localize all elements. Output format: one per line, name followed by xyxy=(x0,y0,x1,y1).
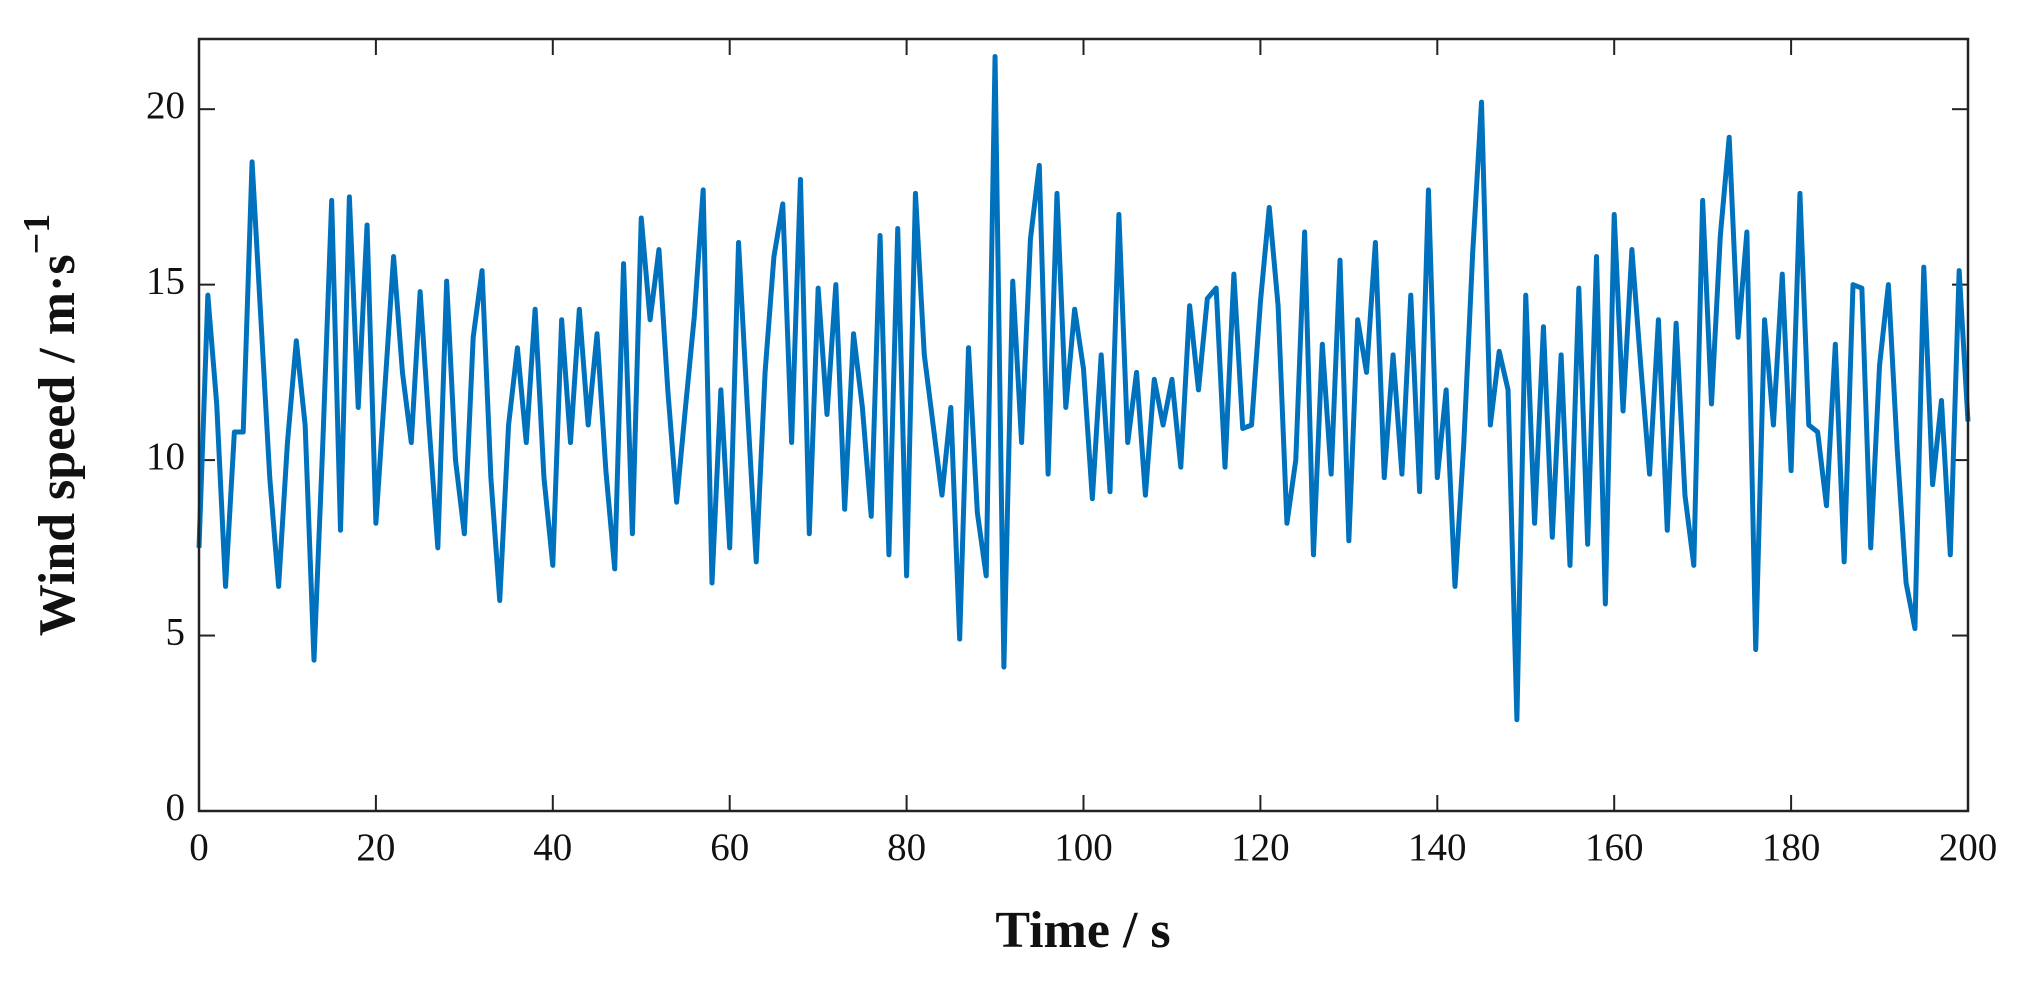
x-tick-label: 200 xyxy=(1939,826,1998,869)
y-tick-label: 5 xyxy=(166,610,186,653)
y-tick-label: 10 xyxy=(146,435,185,478)
y-axis-label-text: Wind speed / m·s xyxy=(29,254,86,636)
x-tick-label: 180 xyxy=(1762,826,1821,869)
x-tick-label: 40 xyxy=(533,826,572,869)
x-tick-label: 120 xyxy=(1231,826,1290,869)
y-axis-label-exponent: −1 xyxy=(16,214,58,255)
x-tick-label: 140 xyxy=(1408,826,1467,869)
x-axis-label: Time / s xyxy=(995,902,1170,959)
x-tick-label: 60 xyxy=(710,826,749,869)
y-tick-label: 0 xyxy=(166,786,186,829)
y-axis-label: Wind speed / m·s−1 xyxy=(16,214,86,637)
x-tick-label: 160 xyxy=(1585,826,1644,869)
y-tick-label: 15 xyxy=(146,260,185,303)
x-tick-label: 80 xyxy=(887,826,926,869)
data-line xyxy=(196,54,1971,723)
y-tick-label: 20 xyxy=(146,84,185,127)
plot-frame xyxy=(197,37,1970,813)
x-tick-label: 100 xyxy=(1054,826,1113,869)
x-tick-label: 20 xyxy=(356,826,395,869)
x-tick-label: 0 xyxy=(189,826,209,869)
